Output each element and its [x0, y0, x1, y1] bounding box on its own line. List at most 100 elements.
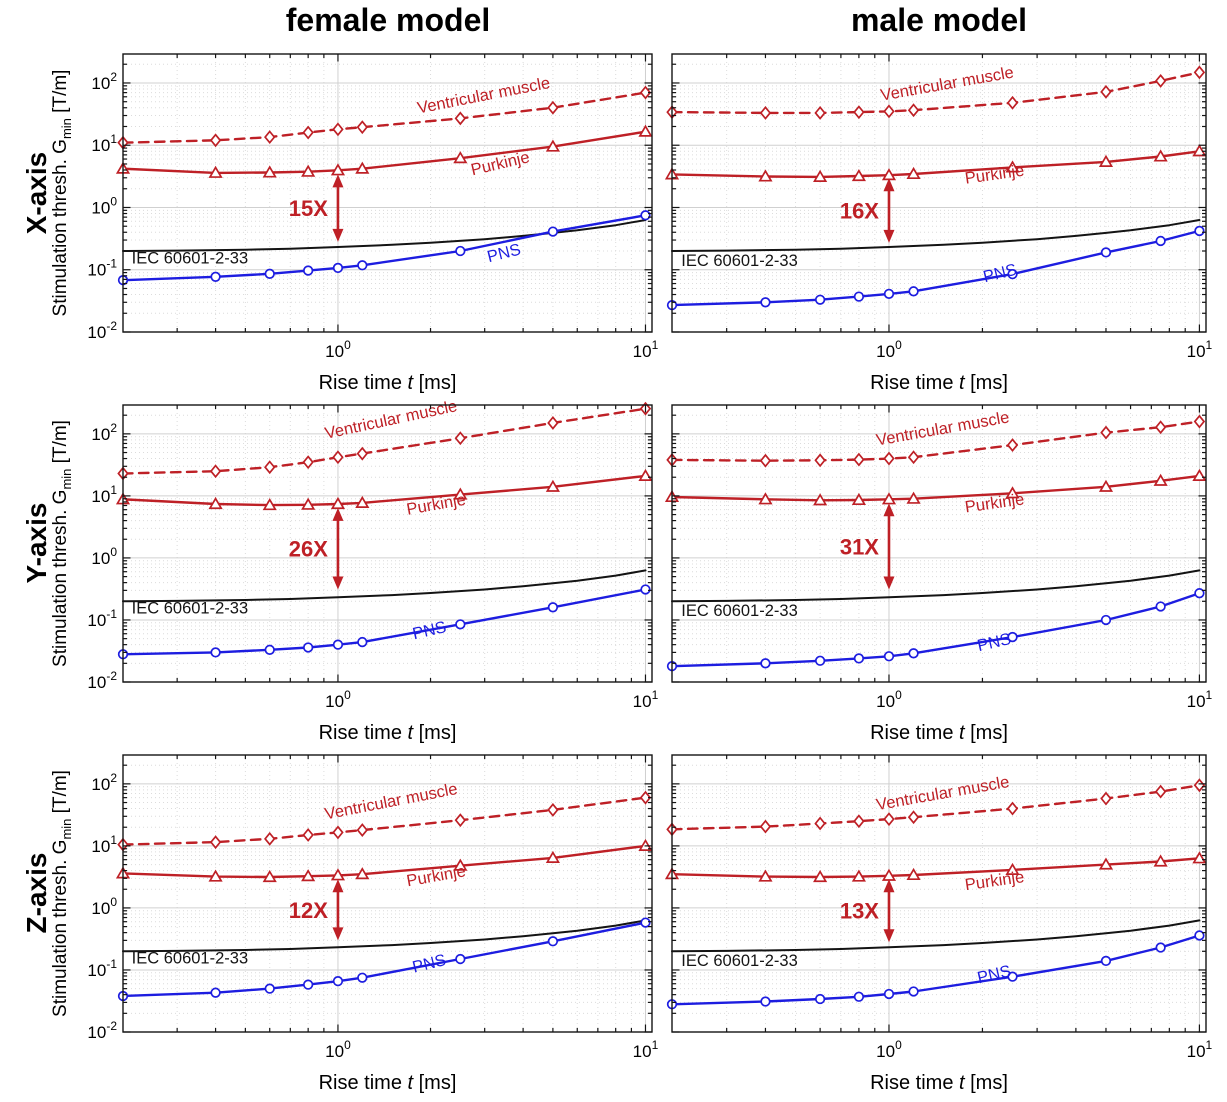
- series-iec-60601-2-33-line: [671, 919, 1201, 953]
- marker-diamond: [853, 814, 865, 829]
- marker-diamond: [1154, 784, 1167, 799]
- series-pns-markers: [666, 588, 1205, 672]
- marker-triangle: [355, 867, 370, 880]
- marker-triangle: [355, 495, 370, 508]
- marker-triangle: [1153, 149, 1168, 162]
- marker-circle: [332, 976, 344, 987]
- plot-frame: [122, 53, 653, 333]
- marker-circle: [853, 291, 865, 302]
- marker-circle: [814, 294, 826, 305]
- arrow-down-icon: [883, 576, 895, 590]
- marker-triangle: [453, 487, 468, 500]
- marker-diamond: [1193, 65, 1206, 80]
- y-axis-label: Stimulation thresh. Gmin [T/m]: [50, 70, 74, 317]
- series-ventricular-muscle-line: [670, 784, 1201, 831]
- marker-diamond: [1006, 95, 1019, 110]
- marker-triangle: [851, 869, 866, 882]
- series-ventricular-muscle-line: [670, 71, 1201, 115]
- x-axis-label: Rise time t [ms]: [319, 372, 457, 394]
- marker-diamond: [853, 105, 865, 120]
- marker-circle: [883, 988, 895, 1000]
- marker-circle: [1194, 588, 1205, 599]
- marker-circle: [210, 271, 221, 282]
- marker-circle: [1155, 601, 1166, 612]
- column-title-male: male model: [850, 2, 1028, 38]
- marker-diamond: [302, 828, 314, 842]
- marker-circle: [1100, 614, 1112, 626]
- marker-circle: [1194, 930, 1205, 941]
- series-pns-line: [670, 934, 1201, 1006]
- marker-diamond: [302, 455, 314, 470]
- marker-triangle: [1098, 857, 1114, 870]
- series-pns-label: PNS: [411, 618, 448, 643]
- series-purkinje-line: [670, 857, 1201, 879]
- marker-triangle: [758, 169, 773, 182]
- series-iec-60601-2-33-label: IEC 60601-2-33: [681, 252, 798, 270]
- marker-diamond: [814, 816, 826, 831]
- series-pns-line: [670, 592, 1201, 668]
- marker-circle: [455, 619, 466, 630]
- marker-diamond: [759, 819, 772, 834]
- series-pns-markers: [666, 930, 1205, 1010]
- marker-triangle: [301, 164, 316, 177]
- marker-triangle: [301, 497, 316, 510]
- ratio-arrow-12x: 12X: [289, 879, 344, 941]
- marker-circle: [640, 584, 651, 595]
- marker-circle: [908, 286, 919, 297]
- marker-diamond: [814, 453, 826, 468]
- tick-label: 100: [325, 338, 351, 361]
- marker-triangle: [545, 479, 560, 492]
- axis-ticks: [123, 755, 652, 1033]
- x-axis-label: Rise time t [ms]: [870, 1072, 1008, 1094]
- marker-circle: [264, 983, 275, 994]
- series-purkinje-line: [670, 474, 1201, 502]
- tick-label: 101: [91, 833, 117, 856]
- ratio-label: 16X: [840, 199, 879, 224]
- series-ventricular-muscle-label: Ventricular muscle: [323, 397, 459, 443]
- marker-diamond: [759, 106, 772, 120]
- panel-female-model-y-axis: IEC 60601-2-33 Ventricular muscle Purkinje…: [50, 397, 659, 744]
- marker-diamond: [853, 452, 865, 467]
- marker-triangle: [758, 869, 773, 882]
- plot-frame: [122, 754, 653, 1033]
- marker-triangle: [906, 867, 921, 881]
- marker-diamond: [1100, 425, 1112, 440]
- x-axis-label: Rise time t [ms]: [319, 1072, 457, 1094]
- marker-triangle: [262, 498, 277, 511]
- tick-label: 10-2: [87, 669, 117, 692]
- ratio-arrow-15x: 15X: [289, 174, 344, 242]
- tick-label: 100: [876, 688, 902, 711]
- series-pns-markers: [117, 210, 651, 286]
- marker-diamond: [302, 125, 314, 140]
- series-iec-60601-2-33-label: IEC 60601-2-33: [681, 952, 798, 970]
- x-axis-label: Rise time t [ms]: [870, 722, 1008, 744]
- marker-circle: [1007, 631, 1018, 643]
- marker-triangle: [453, 858, 468, 871]
- arrow-up-icon: [883, 503, 895, 517]
- series-ventricular-muscle-markers: [117, 85, 652, 150]
- tick-label: 102: [91, 771, 117, 794]
- axis-ticks: [123, 405, 652, 683]
- marker-circle: [332, 262, 344, 274]
- marker-diamond: [547, 416, 559, 430]
- marker-diamond: [454, 111, 467, 126]
- plot-frame: [671, 404, 1207, 683]
- marker-circle: [547, 226, 559, 237]
- series-ventricular-muscle-line: [670, 420, 1201, 462]
- marker-triangle: [208, 869, 223, 882]
- marker-triangle: [813, 493, 828, 506]
- marker-circle: [1194, 225, 1205, 237]
- x-axis-label: Rise time t [ms]: [870, 372, 1008, 394]
- marker-triangle: [813, 869, 828, 883]
- marker-circle: [547, 936, 559, 947]
- tick-label: 101: [633, 688, 659, 711]
- grid: [123, 54, 652, 332]
- marker-diamond: [454, 431, 467, 446]
- marker-circle: [1007, 268, 1018, 280]
- marker-diamond: [1100, 84, 1112, 99]
- marker-triangle: [1192, 144, 1207, 157]
- tick-label: 101: [91, 483, 117, 506]
- series-ventricular-muscle-label: Ventricular muscle: [875, 773, 1011, 814]
- marker-triangle: [1005, 862, 1020, 875]
